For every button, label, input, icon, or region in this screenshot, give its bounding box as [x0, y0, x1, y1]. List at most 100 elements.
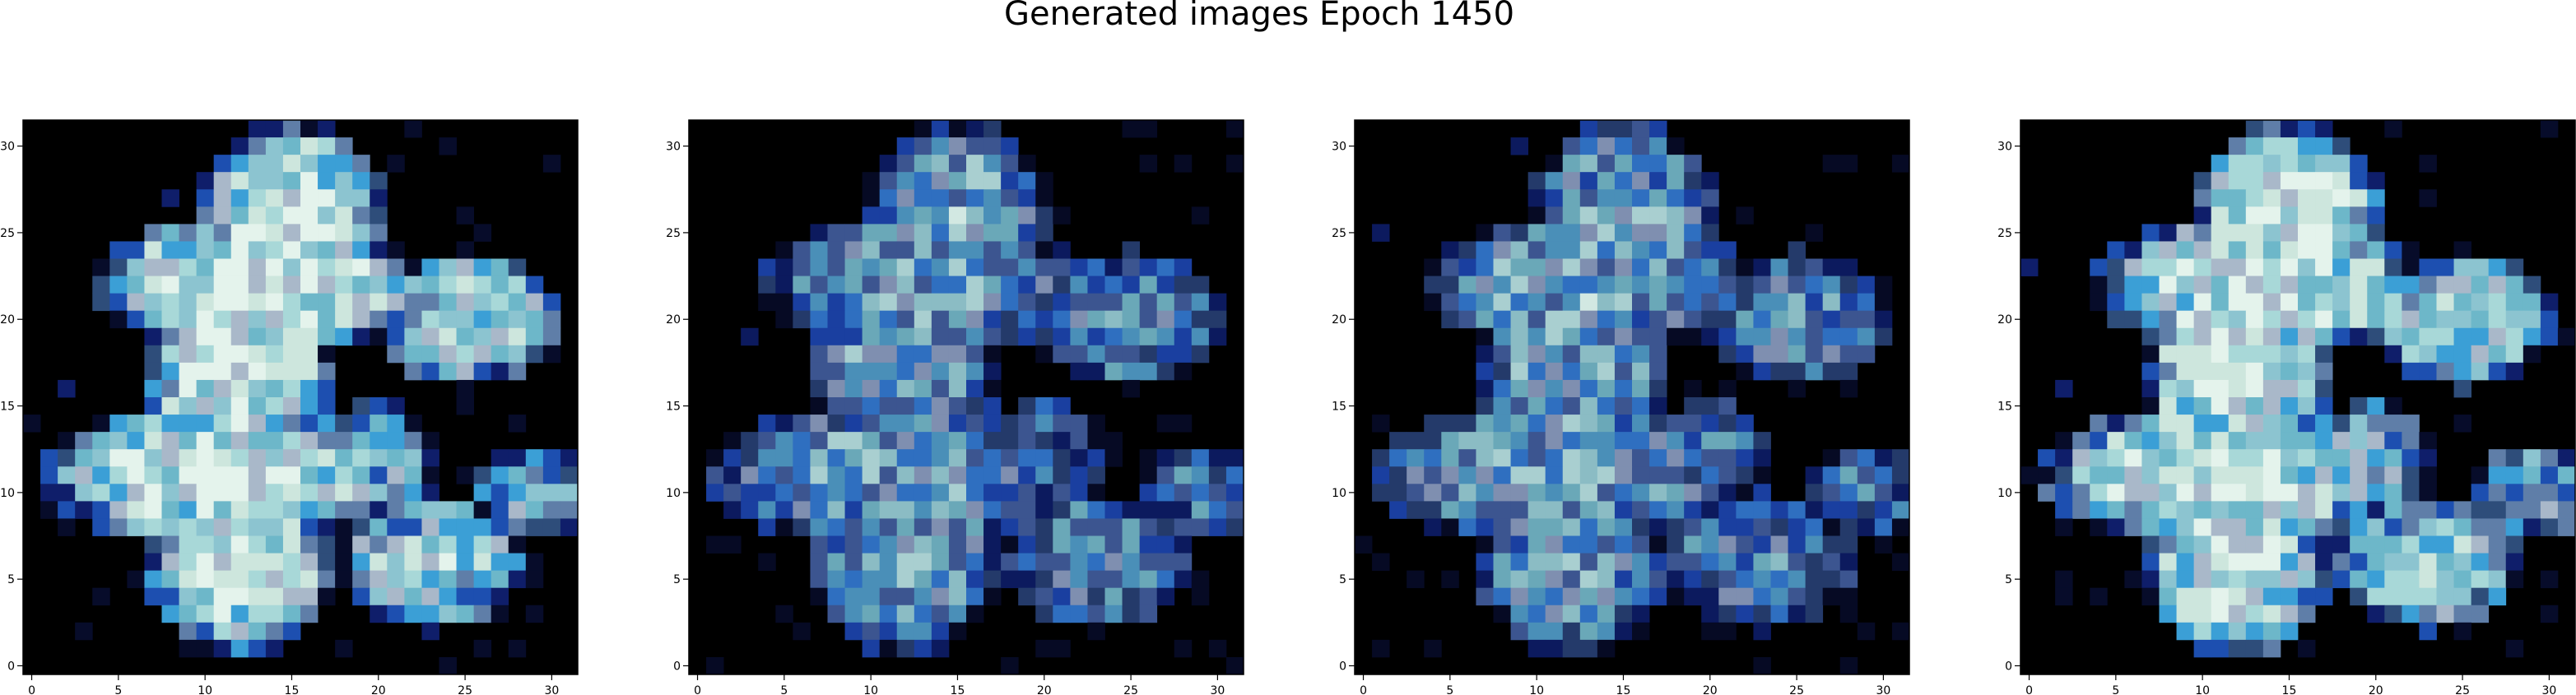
pixel-cell: [1562, 553, 1581, 572]
pixel-cell: [879, 587, 898, 606]
pixel-cell: [1839, 466, 1858, 484]
pixel-cell: [966, 379, 984, 398]
pixel-cell: [1753, 656, 1771, 675]
pixel-cell: [456, 362, 475, 381]
pixel-cell: [1562, 137, 1581, 155]
pixel-cell: [966, 155, 984, 173]
pixel-cell: [2505, 345, 2524, 364]
pixel-cell: [1053, 432, 1071, 450]
pixel-cell: [1632, 206, 1650, 225]
pixel-cell: [1001, 518, 1019, 536]
pixel-cell: [914, 518, 932, 536]
pixel-cell: [2262, 570, 2281, 589]
pixel-cell: [1839, 327, 1858, 346]
pixel-cell: [1684, 415, 1702, 433]
pixel-cell: [248, 415, 267, 433]
pixel-cell: [931, 587, 950, 606]
pixel-cell: [1857, 466, 1876, 484]
pixel-cell: [318, 466, 336, 484]
pixel-cell: [2453, 345, 2472, 364]
pixel-cell: [2124, 241, 2142, 259]
pixel-cell: [439, 587, 457, 606]
pixel-cell: [213, 415, 232, 433]
pixel-cell: [248, 293, 267, 312]
pixel-cell: [560, 449, 579, 467]
axes-frame: [688, 119, 1244, 675]
pixel-cell: [862, 310, 881, 329]
pixel-cell: [144, 518, 162, 536]
pixel-cell: [1122, 553, 1141, 572]
pixel-cell: [335, 518, 353, 536]
pixel-cell: [92, 276, 110, 294]
pixel-cell: [2488, 276, 2507, 294]
pixel-cell: [1001, 206, 1019, 225]
pixel-cell: [2332, 466, 2350, 484]
pixel-cell: [2453, 622, 2472, 641]
pixel-cell: [248, 155, 267, 173]
pixel-cell: [318, 432, 336, 450]
pixel-cell: [196, 622, 215, 641]
pixel-cell: [265, 258, 284, 276]
pixel-cell: [2298, 466, 2316, 484]
pixel-cell: [1018, 241, 1036, 259]
pixel-cell: [1857, 327, 1876, 346]
pixel-cell: [1562, 501, 1581, 519]
pixel-cell: [1174, 449, 1193, 467]
pixel-cell: [508, 345, 527, 364]
x-tick-label: 5: [780, 684, 788, 695]
pixel-cell: [1839, 587, 1858, 606]
pixel-cell: [1053, 501, 1071, 519]
pixel-cell: [2384, 397, 2402, 415]
y-tick-label: 5: [2005, 573, 2012, 586]
pixel-cell: [2141, 224, 2160, 242]
pixel-cell: [844, 570, 863, 589]
pixel-cell: [1579, 224, 1598, 242]
pixel-cell: [1667, 206, 1685, 225]
pixel-cell: [300, 189, 319, 207]
pixel-cell: [1053, 345, 1071, 364]
pixel-cell: [491, 535, 509, 554]
pixel-cell: [931, 189, 950, 207]
pixel-cell: [265, 206, 284, 225]
pixel-cell: [741, 449, 759, 467]
pixel-cell: [2505, 293, 2524, 312]
pixel-cell: [352, 327, 370, 346]
pixel-cell: [2176, 327, 2195, 346]
pixel-cell: [931, 518, 950, 536]
pixel-cell: [230, 276, 249, 294]
x-tick-label: 10: [863, 684, 878, 695]
pixel-cell: [179, 276, 198, 294]
pixel-cell: [1839, 535, 1858, 554]
image-pixels: [2020, 120, 2576, 658]
pixel-cell: [2211, 397, 2230, 415]
pixel-cell: [1579, 518, 1598, 536]
pixel-cell: [2436, 293, 2454, 312]
pixel-cell: [179, 484, 198, 502]
pixel-cell: [758, 518, 776, 536]
pixel-cell: [2245, 397, 2264, 415]
pixel-cell: [1527, 518, 1546, 536]
pixel-cell: [1018, 570, 1036, 589]
pixel-cell: [1839, 501, 1858, 519]
pixel-cell: [2453, 553, 2472, 572]
pixel-cell: [421, 501, 439, 519]
pixel-cell: [508, 276, 527, 294]
pixel-cell: [1839, 484, 1858, 502]
pixel-cell: [2453, 362, 2472, 381]
pixel-cell: [2488, 345, 2507, 364]
pixel-cell: [948, 241, 967, 259]
pixel-cell: [1632, 137, 1650, 155]
pixel-cell: [862, 570, 881, 589]
pixel-cell: [741, 501, 759, 519]
pixel-cell: [508, 518, 527, 536]
pixel-cell: [2141, 415, 2160, 433]
pixel-cell: [1667, 310, 1685, 329]
pixel-cell: [2193, 327, 2212, 346]
pixel-cell: [473, 466, 492, 484]
pixel-cell: [2402, 327, 2420, 346]
pixel-cell: [491, 449, 509, 467]
pixel-cell: [282, 379, 301, 398]
pixel-cell: [1174, 362, 1193, 381]
pixel-cell: [2055, 432, 2073, 450]
